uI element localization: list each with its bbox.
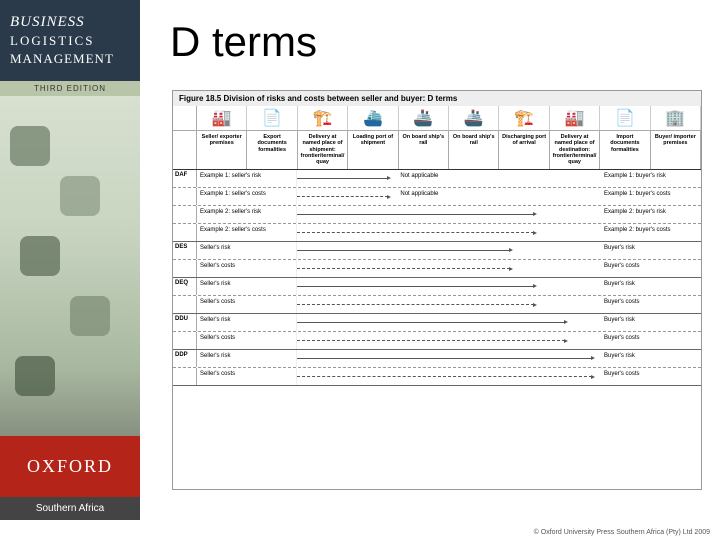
column-header: On board ship's rail <box>449 131 499 169</box>
stage-icon: 🏗️ <box>298 106 348 130</box>
risk-bar: Not applicable <box>297 188 601 205</box>
stage-icon: 🚢 <box>399 106 449 130</box>
table-row: DESSeller's risk Buyer's risk <box>173 242 701 260</box>
copyright-text: © Oxford University Press Southern Afric… <box>534 529 710 536</box>
stage-icon: 🚢 <box>449 106 499 130</box>
sidebar: BUSINESS LOGISTICS MANAGEMENT THIRD EDIT… <box>0 0 140 540</box>
column-header: Buyer/ importer premises <box>651 131 701 169</box>
risk-bar <box>297 278 601 295</box>
term-code <box>173 296 197 313</box>
buyer-text: Example 1: buyer's costs <box>601 188 701 205</box>
risk-bar <box>297 350 601 367</box>
column-header: Delivery at named place of destination: … <box>550 131 600 169</box>
stage-icon: 📄 <box>247 106 297 130</box>
publisher-region: Southern Africa <box>0 497 140 520</box>
slide-title: D terms <box>170 18 317 66</box>
term-code <box>173 332 197 349</box>
buyer-text: Example 2: buyer's costs <box>601 224 701 241</box>
buyer-text: Buyer's risk <box>601 350 701 367</box>
risk-bar <box>297 296 601 313</box>
risk-bar <box>297 242 601 259</box>
risk-bar <box>297 368 601 385</box>
column-header: Loading port of shipment <box>348 131 398 169</box>
buyer-text: Buyer's risk <box>601 314 701 331</box>
book-title-line1: BUSINESS <box>10 14 130 31</box>
table-row: Example 2: seller's risk Example 2: buyer… <box>173 206 701 224</box>
seller-text: Example 2: seller's costs <box>197 224 297 241</box>
term-code: DDP <box>173 350 197 367</box>
column-header: Seller/ exporter premises <box>197 131 247 169</box>
table-row: Seller's costs Buyer's costs <box>173 296 701 314</box>
seller-text: Example 1: seller's costs <box>197 188 297 205</box>
term-code <box>173 260 197 277</box>
buyer-text: Example 1: buyer's risk <box>601 170 701 187</box>
publisher-logo: OXFORD <box>0 436 140 497</box>
seller-text: Seller's risk <box>197 278 297 295</box>
term-code <box>173 188 197 205</box>
risk-bar <box>297 206 601 223</box>
buyer-text: Buyer's costs <box>601 260 701 277</box>
column-header: Discharging port of arrival <box>499 131 549 169</box>
stage-icon: 📄 <box>600 106 650 130</box>
edition-label: THIRD EDITION <box>0 81 140 96</box>
table-header-row: Seller/ exporter premisesExport document… <box>173 131 701 170</box>
buyer-text: Buyer's costs <box>601 332 701 349</box>
table-row: Seller's costs Buyer's costs <box>173 368 701 386</box>
column-header: Import documents formalities <box>600 131 650 169</box>
term-code: DAF <box>173 170 197 187</box>
risk-bar: Not applicable <box>297 170 601 187</box>
column-header: Delivery at named place of shipment: fro… <box>298 131 348 169</box>
risk-bar <box>297 224 601 241</box>
book-title-block: BUSINESS LOGISTICS MANAGEMENT <box>0 0 140 81</box>
figure-container: Figure 18.5 Division of risks and costs … <box>172 90 702 490</box>
seller-text: Seller's risk <box>197 350 297 367</box>
term-code <box>173 224 197 241</box>
stage-icon: 🏗️ <box>499 106 549 130</box>
stage-icon: 🏭 <box>197 106 247 130</box>
table-row: Seller's costs Buyer's costs <box>173 260 701 278</box>
figure-caption: Figure 18.5 Division of risks and costs … <box>173 91 701 106</box>
buyer-text: Buyer's costs <box>601 296 701 313</box>
seller-text: Seller's risk <box>197 314 297 331</box>
table-row: Example 2: seller's costs Example 2: buye… <box>173 224 701 242</box>
puzzle-graphic <box>0 96 140 436</box>
stage-icon: 🏢 <box>651 106 701 130</box>
table-row: DDUSeller's risk Buyer's risk <box>173 314 701 332</box>
buyer-text: Example 2: buyer's risk <box>601 206 701 223</box>
seller-text: Seller's risk <box>197 242 297 259</box>
table-body: DAFExample 1: seller's risk Not applicabl… <box>173 170 701 386</box>
term-code <box>173 368 197 385</box>
risk-bar <box>297 260 601 277</box>
table-row: DAFExample 1: seller's risk Not applicabl… <box>173 170 701 188</box>
seller-text: Example 1: seller's risk <box>197 170 297 187</box>
term-code: DDU <box>173 314 197 331</box>
column-header: On board ship's rail <box>399 131 449 169</box>
table-row: DDPSeller's risk Buyer's risk <box>173 350 701 368</box>
seller-text: Seller's costs <box>197 260 297 277</box>
risk-bar <box>297 332 601 349</box>
buyer-text: Buyer's risk <box>601 278 701 295</box>
column-header <box>173 131 197 169</box>
term-code <box>173 206 197 223</box>
risk-bar <box>297 314 601 331</box>
book-title-line3: MANAGEMENT <box>10 51 130 67</box>
buyer-text: Buyer's risk <box>601 242 701 259</box>
seller-text: Seller's costs <box>197 368 297 385</box>
table-row: Seller's costs Buyer's costs <box>173 332 701 350</box>
seller-text: Seller's costs <box>197 296 297 313</box>
not-applicable-label: Not applicable <box>400 173 438 179</box>
book-title-line2: LOGISTICS <box>10 33 130 49</box>
stage-icon: 🏭 <box>550 106 600 130</box>
term-code: DEQ <box>173 278 197 295</box>
seller-text: Seller's costs <box>197 332 297 349</box>
table-row: DEQSeller's risk Buyer's risk <box>173 278 701 296</box>
column-header: Export documents formalities <box>247 131 297 169</box>
stage-icon: ⛴️ <box>348 106 398 130</box>
not-applicable-label: Not applicable <box>400 191 438 197</box>
table-row: Example 1: seller's costs Not applicable E… <box>173 188 701 206</box>
term-code: DES <box>173 242 197 259</box>
buyer-text: Buyer's costs <box>601 368 701 385</box>
stage-icons-row: 🏭📄🏗️⛴️🚢🚢🏗️🏭📄🏢 <box>173 106 701 131</box>
seller-text: Example 2: seller's risk <box>197 206 297 223</box>
